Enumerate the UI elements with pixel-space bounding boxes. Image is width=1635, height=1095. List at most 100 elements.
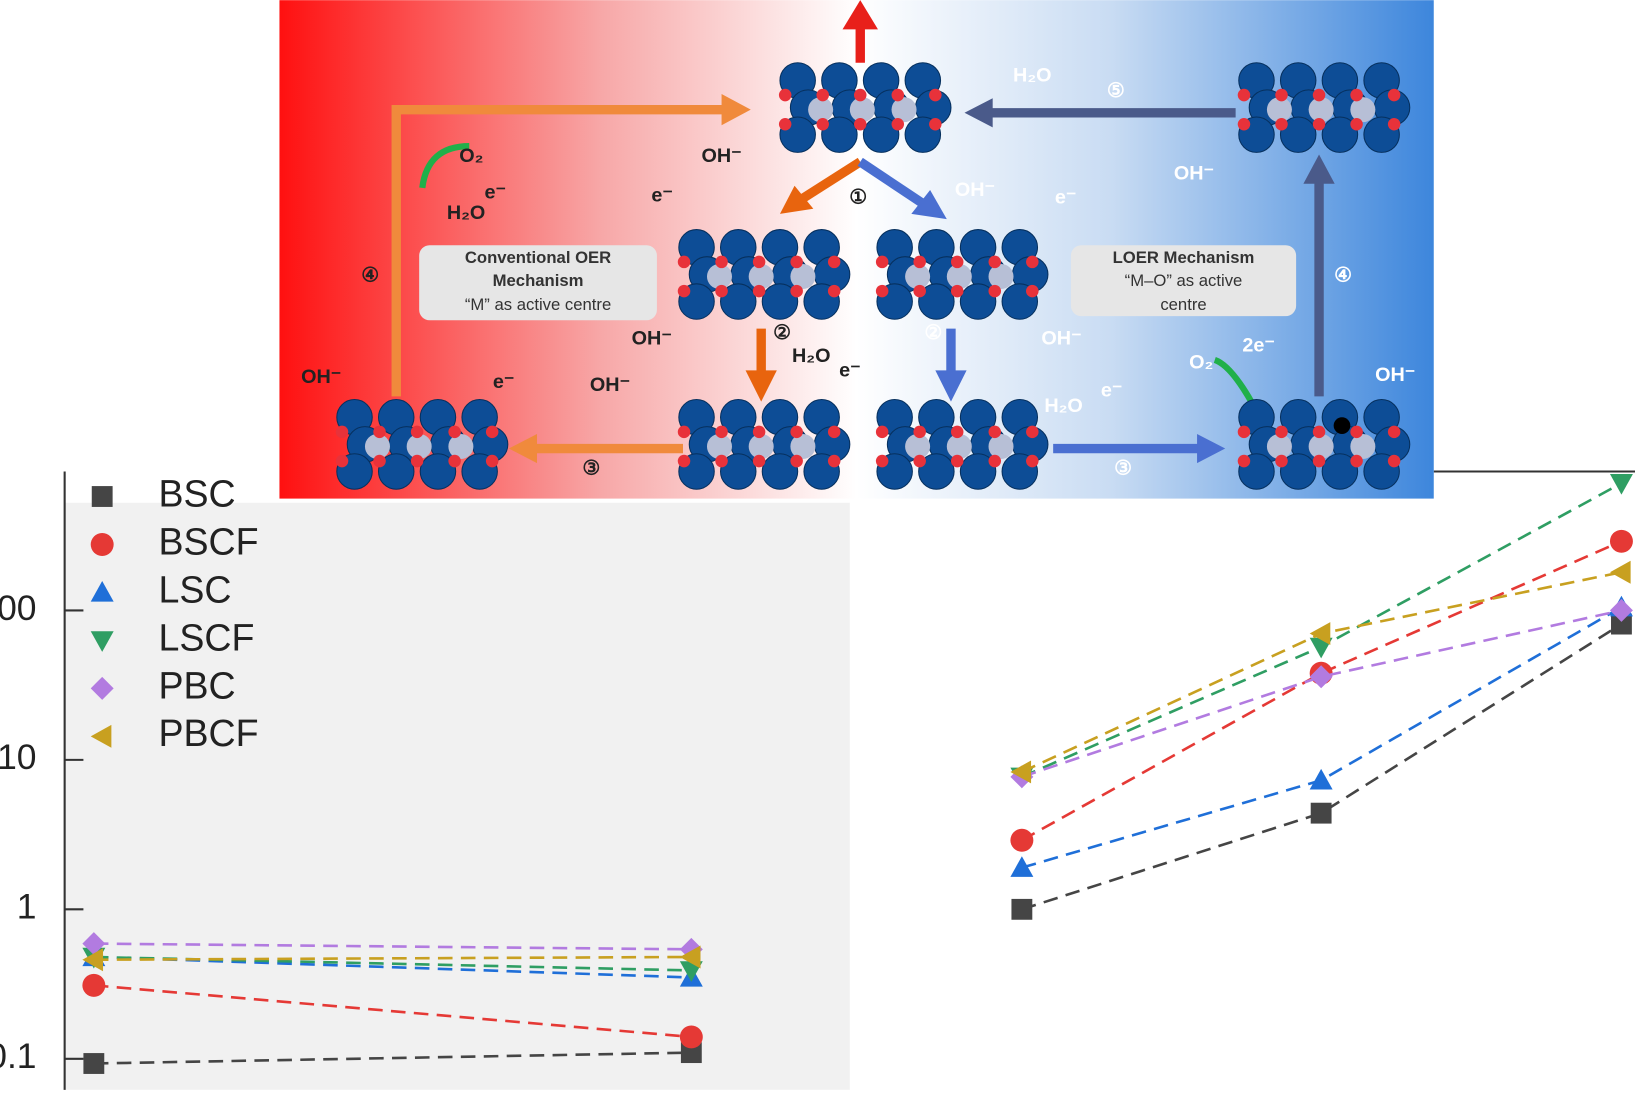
- atom: [1387, 88, 1401, 102]
- atom: [1387, 118, 1401, 131]
- atom: [988, 425, 1002, 439]
- diagram-label: e⁻: [839, 360, 860, 382]
- atom: [816, 88, 829, 102]
- atom: [752, 425, 766, 439]
- atom: [950, 454, 964, 468]
- diagram-label: H₂O: [447, 202, 486, 224]
- mechanism-note: centre: [1160, 295, 1206, 314]
- diagram-label: e⁻: [651, 184, 672, 206]
- marker: [1309, 622, 1331, 646]
- diagram-label: OH⁻: [1174, 163, 1214, 185]
- atom: [891, 97, 917, 123]
- atom: [1237, 118, 1251, 131]
- diagram-label: e⁻: [1055, 187, 1076, 209]
- atom: [1266, 97, 1292, 123]
- mechanism-box: LOER Mechanism “M–O” as active centre: [1070, 245, 1297, 317]
- atom: [1308, 433, 1334, 459]
- mechanism-title: LOER Mechanism: [1113, 248, 1255, 267]
- atom: [373, 454, 386, 468]
- marker: [83, 1053, 105, 1074]
- y-tick-label: 100: [0, 588, 36, 628]
- diagram-label: ⑤: [1107, 80, 1125, 102]
- atom: [929, 118, 942, 131]
- atom: [849, 97, 875, 123]
- chart: 0.1 1 10 100 BSC BSCF LSC LSCF PBC PBCF: [0, 470, 1635, 1090]
- atom: [706, 433, 732, 459]
- atom: [748, 263, 774, 290]
- arrowhead: [911, 189, 947, 220]
- atom: [891, 88, 905, 102]
- atom: [1275, 118, 1288, 131]
- crystal: [875, 399, 1049, 490]
- atom: [862, 116, 900, 153]
- y-tick-label: 0.1: [0, 1036, 36, 1076]
- diagram-label: O₂: [1189, 351, 1213, 373]
- atom: [1026, 255, 1039, 269]
- atom: [1279, 453, 1317, 490]
- marker: [679, 1025, 703, 1049]
- legend-label: PBC: [158, 664, 235, 706]
- marker: [1309, 665, 1333, 689]
- atom: [1350, 425, 1363, 439]
- legend-label: LSCF: [158, 616, 254, 658]
- crystal: [677, 399, 851, 490]
- atom: [875, 255, 889, 269]
- atom: [677, 255, 691, 269]
- legend-label: BSC: [158, 472, 235, 514]
- crystal: [335, 399, 509, 490]
- atom: [1026, 425, 1039, 439]
- atom: [913, 454, 926, 468]
- atom: [790, 425, 803, 439]
- atom: [790, 263, 816, 290]
- crystal: [1237, 399, 1411, 490]
- marker: [82, 932, 106, 956]
- marker: [1010, 760, 1032, 784]
- atom: [448, 454, 461, 468]
- atom: [752, 284, 766, 298]
- atom: [377, 453, 415, 490]
- arrowhead: [842, 0, 878, 30]
- atom: [1237, 88, 1251, 102]
- trend-line: [93, 984, 692, 1039]
- atom: [790, 454, 803, 468]
- atom: [677, 425, 691, 439]
- atom: [959, 453, 997, 490]
- y-tick-label: 10: [0, 737, 36, 777]
- crystal: [677, 229, 851, 320]
- mechanism-title: Mechanism: [493, 271, 584, 290]
- atom: [929, 88, 942, 102]
- diagram-label: OH⁻: [1041, 327, 1081, 349]
- marker: [1609, 598, 1633, 622]
- atom: [706, 263, 732, 290]
- atom: [918, 453, 955, 490]
- diagram-label: ③: [1114, 458, 1132, 480]
- atom: [778, 88, 792, 102]
- atom: [1312, 454, 1326, 468]
- marker: [1609, 473, 1633, 495]
- atom: [677, 454, 691, 468]
- atom: [778, 118, 792, 131]
- atom: [875, 454, 889, 468]
- diagram-label: 2e⁻: [1242, 335, 1274, 357]
- atom: [905, 263, 931, 290]
- arrows: [391, 0, 1335, 464]
- series: PBCF: [82, 560, 1631, 972]
- atom: [808, 97, 834, 123]
- atom: [988, 255, 1002, 269]
- atom: [677, 284, 691, 298]
- arrowhead: [745, 370, 777, 402]
- atom: [1266, 433, 1292, 459]
- atom: [875, 425, 889, 439]
- atom: [827, 454, 841, 468]
- marker: [1010, 828, 1034, 852]
- atom: [946, 263, 972, 290]
- atom: [875, 284, 889, 298]
- atom: [485, 425, 499, 439]
- diagram-label: e⁻: [485, 181, 506, 203]
- diagram-label: ②: [773, 322, 791, 344]
- legend-label: PBCF: [158, 712, 258, 754]
- atom: [448, 425, 461, 439]
- adsorbate: [1333, 417, 1351, 434]
- atom: [1237, 425, 1251, 439]
- trend-line: [1021, 540, 1622, 842]
